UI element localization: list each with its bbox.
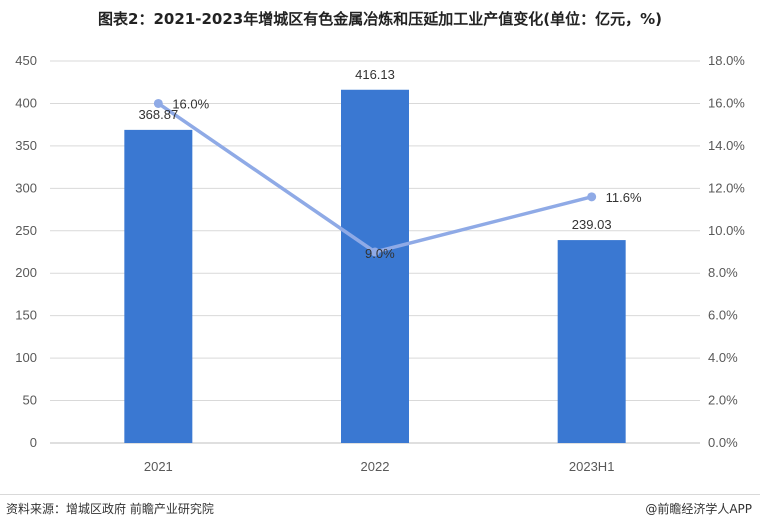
- right-tick-label: 4.0%: [708, 350, 738, 365]
- right-tick-label: 8.0%: [708, 265, 738, 280]
- x-axis-ticks: 2021 2022 2023H1: [144, 459, 615, 474]
- right-tick-label: 14.0%: [708, 138, 745, 153]
- left-tick-label: 250: [15, 223, 37, 238]
- left-tick-label: 400: [15, 95, 37, 110]
- chart-area: 0 50 100 150 200 250 300 350 400 450 0.0% 2.0% 4.0%…: [15, 53, 745, 474]
- right-tick-label: 6.0%: [708, 308, 738, 323]
- bar-value-label: 239.03: [572, 217, 612, 232]
- right-tick-label: 2.0%: [708, 393, 738, 408]
- data-labels: 368.87 416.13 239.03 16.0% 9.0% 11.6%: [138, 67, 642, 261]
- x-tick-label: 2023H1: [569, 459, 615, 474]
- bar-value-label: 368.87: [138, 107, 178, 122]
- left-tick-label: 200: [15, 265, 37, 280]
- line-point: [153, 98, 163, 108]
- line-value-label: 11.6%: [606, 190, 642, 205]
- footer: 资料来源：增城区政府 前瞻产业研究院 @前瞻经济学人APP: [0, 494, 760, 524]
- left-tick-label: 0: [30, 435, 37, 450]
- right-axis-ticks: 0.0% 2.0% 4.0% 6.0% 8.0% 10.0% 12.0% 14.0% 16.0%…: [708, 53, 745, 450]
- left-tick-label: 450: [15, 53, 37, 68]
- left-tick-label: 300: [15, 180, 37, 195]
- bar-series: [124, 89, 626, 444]
- left-tick-label: 350: [15, 138, 37, 153]
- left-tick-label: 50: [23, 393, 37, 408]
- brand-credit: @前瞻经济学人APP: [645, 502, 752, 516]
- left-tick-label: 100: [15, 350, 37, 365]
- x-tick-label: 2021: [144, 459, 173, 474]
- line-value-label: 16.0%: [172, 96, 209, 111]
- left-tick-label: 150: [15, 308, 37, 323]
- line-point: [587, 192, 597, 202]
- line-point: [370, 247, 380, 257]
- x-tick-label: 2022: [361, 459, 390, 474]
- bar-value-label: 416.13: [355, 67, 395, 82]
- bar: [124, 129, 193, 443]
- chart-title: 图表2：2021-2023年增城区有色金属冶炼和压延加工业产值变化(单位：亿元，…: [98, 10, 662, 28]
- bar: [341, 89, 409, 444]
- right-tick-label: 16.0%: [708, 95, 745, 110]
- right-tick-label: 0.0%: [708, 435, 738, 450]
- line-series: [153, 98, 597, 257]
- bar: [557, 240, 626, 443]
- left-axis-ticks: 0 50 100 150 200 250 300 350 400 450: [15, 53, 37, 450]
- right-tick-label: 18.0%: [708, 53, 745, 68]
- line-value-label: 9.0%: [365, 246, 395, 261]
- right-tick-label: 12.0%: [708, 180, 745, 195]
- source-note: 资料来源：增城区政府 前瞻产业研究院: [6, 502, 214, 516]
- right-tick-label: 10.0%: [708, 223, 745, 238]
